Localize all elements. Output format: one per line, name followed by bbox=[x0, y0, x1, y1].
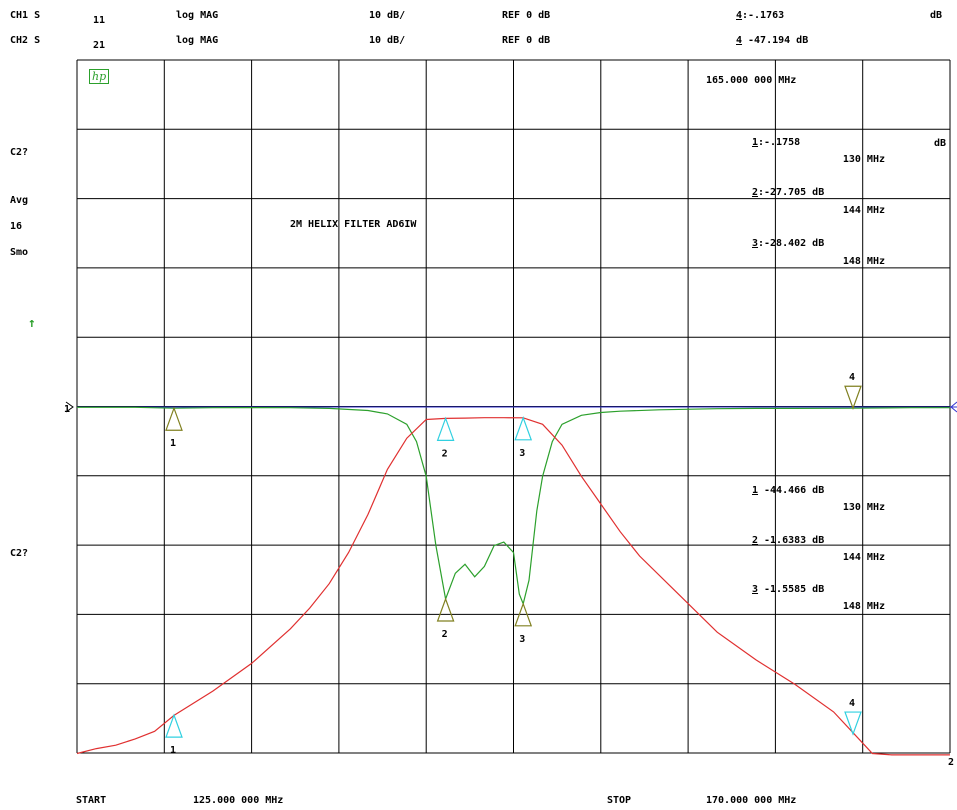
ch1-param: 11 bbox=[93, 15, 105, 27]
ch2-m1-freq: 130 MHz bbox=[760, 502, 885, 514]
marker-s21-1-label: 1 bbox=[170, 745, 176, 756]
marker-s21-3-label: 3 bbox=[519, 448, 525, 459]
marker-s11-3-label: 3 bbox=[519, 634, 525, 645]
smoothing-label: Smo bbox=[10, 247, 28, 259]
stop-frequency: 170.000 000 MHz bbox=[706, 795, 796, 807]
marker-s21-2-label: 2 bbox=[442, 448, 448, 459]
ch1-m2-freq: 144 MHz bbox=[760, 205, 885, 217]
marker-s21-1-icon bbox=[166, 715, 182, 737]
ch2-m2-value: -1.6383 dB bbox=[758, 535, 824, 547]
marker-s11-1-label: 1 bbox=[170, 438, 176, 449]
ch1-scale: 10 dB/ bbox=[369, 10, 405, 22]
c2-top-label: C2? bbox=[10, 147, 28, 159]
ch1-ref: REF 0 dB bbox=[502, 10, 550, 22]
start-label: START bbox=[76, 795, 106, 807]
ch1-m1-value: :-.1758 bbox=[758, 137, 800, 149]
ch1-unit: dB bbox=[930, 10, 942, 22]
ch1-marker-value: :-.1763 bbox=[742, 10, 784, 22]
ch1-m1-freq: 130 MHz bbox=[760, 154, 885, 166]
hp-logo: hp bbox=[89, 69, 109, 84]
marker-s11-4-icon bbox=[845, 386, 861, 408]
c2-bottom-label: C2? bbox=[10, 548, 28, 560]
ch2-m3-freq: 148 MHz bbox=[760, 601, 885, 613]
ch2-m3-value: -1.5585 dB bbox=[758, 584, 824, 596]
db-unit-right: dB bbox=[934, 138, 946, 150]
marker-s21-2-icon bbox=[438, 418, 454, 440]
marker-s11-1-icon bbox=[166, 408, 182, 430]
ch2-marker-value: -47.194 dB bbox=[742, 35, 808, 47]
ch1-label: CH1 S bbox=[10, 10, 40, 22]
marker-s21-3-icon bbox=[515, 418, 531, 440]
ch1-m3-value: :-28.402 dB bbox=[758, 238, 824, 250]
ch2-label: CH2 S bbox=[10, 35, 40, 47]
stop-label: STOP bbox=[607, 795, 631, 807]
start-frequency: 125.000 000 MHz bbox=[193, 795, 283, 807]
avg-label: Avg bbox=[10, 195, 28, 207]
ch1-m3-freq: 148 MHz bbox=[760, 256, 885, 268]
ch1-m2-value: :-27.705 dB bbox=[758, 187, 824, 199]
ch1-format: log MAG bbox=[176, 10, 218, 22]
ch2-format: log MAG bbox=[176, 35, 218, 47]
marker-s11-2-icon bbox=[438, 599, 454, 621]
avg-count: 16 bbox=[10, 221, 22, 233]
marker-s11-4-label: 4 bbox=[849, 372, 855, 383]
ch2-m1-value: -44.466 dB bbox=[758, 485, 824, 497]
marker-s11-2-label: 2 bbox=[442, 629, 448, 640]
ch2-scale: 10 dB/ bbox=[369, 35, 405, 47]
up-arrow-icon: ↑ bbox=[28, 318, 36, 330]
ch2-ref: REF 0 dB bbox=[502, 35, 550, 47]
marker-s21-4-icon bbox=[845, 712, 861, 734]
marker4-frequency: 165.000 000 MHz bbox=[706, 75, 796, 87]
marker-s21-4-label: 4 bbox=[849, 698, 855, 709]
ch2-reference-index-label: 2 bbox=[948, 757, 954, 768]
chart-title: 2M HELIX FILTER AD6IW bbox=[290, 219, 416, 231]
ch2-m2-freq: 144 MHz bbox=[760, 552, 885, 564]
ch2-param: 21 bbox=[93, 40, 105, 52]
